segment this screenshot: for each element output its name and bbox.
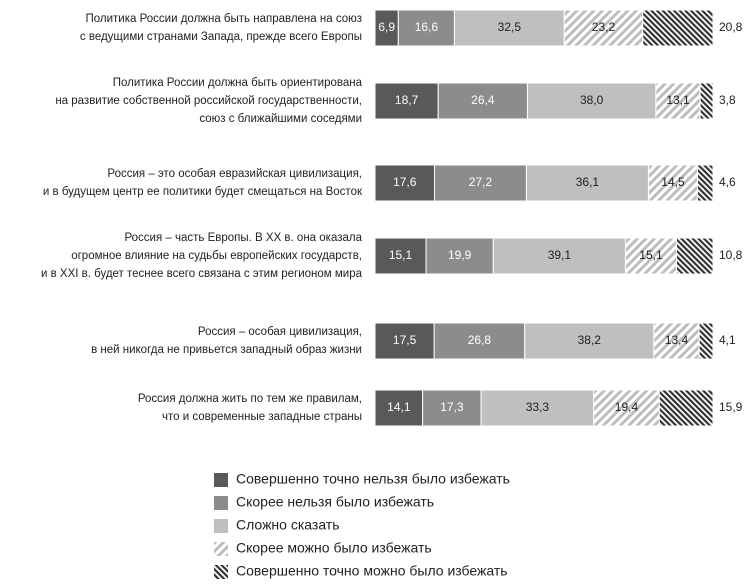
value-label: 36,1 [576,175,600,189]
legend-label: Сложно сказать [236,517,340,533]
value-label: 15,1 [639,248,663,262]
bar-segment [437,82,528,120]
category-label: Россия – особая цивилизация, [198,326,362,338]
category-label: что и современные западные страны [162,411,362,423]
value-label: 17,6 [393,175,417,189]
bar-segment [374,237,427,275]
category-label: с ведущими странами Запада, прежде всего… [80,31,362,43]
bar-segment [525,164,649,202]
value-label: 26,8 [468,333,492,347]
value-label: 33,3 [526,400,550,414]
value-label: 38,2 [578,333,602,347]
bar-segment [433,164,527,202]
bar-segment [647,164,698,202]
bar-segment [433,322,526,360]
value-label: 26,4 [471,93,495,107]
bar-segment [675,237,714,275]
value-label: 4,6 [719,175,736,189]
value-label: 14,1 [387,400,411,414]
category-label: союз с ближайшими соседями [199,113,362,125]
bar-segment [422,389,482,427]
value-label: 13,1 [666,93,690,107]
category-label: Политика России должна быть ориентирован… [113,77,363,89]
legend-swatch [214,473,228,487]
value-label: 17,5 [393,333,417,347]
bar-segment [374,164,435,202]
category-label: Россия – это особая евразийская цивилиза… [107,168,362,180]
legend-swatch [214,496,228,510]
category-label: Россия – часть Европы. В XX в. она оказа… [124,232,362,244]
bar-segment [642,9,714,47]
legend-swatch [214,565,228,579]
value-label: 3,8 [719,93,736,107]
bar-segment [480,389,595,427]
bar-segment [524,322,655,360]
category-label: Политика России должна быть направлена н… [86,13,363,25]
legend-label: Совершенно точно нельзя было избежать [236,471,510,487]
value-label: 4,1 [719,333,736,347]
category-label: и в XXI в. будет теснее всего связана с … [41,268,363,280]
value-label: 27,2 [469,175,493,189]
legend-label: Скорее нельзя было избежать [236,494,434,510]
bar-segment [653,322,700,360]
value-label: 17,3 [440,400,464,414]
bar-segment [374,322,435,360]
legend-swatch [214,542,228,556]
legend-label: Скорее можно было избежать [236,540,432,556]
bar-segment [696,164,714,202]
value-label: 18,7 [395,93,419,107]
bar-segment [624,237,677,275]
category-label: и в будущем центр ее политики будет смещ… [43,186,363,198]
value-label: 10,8 [719,248,743,262]
value-label: 16,6 [415,20,439,34]
category-label: в ней никогда не привьется западный обра… [91,344,362,356]
value-label: 19,9 [448,248,472,262]
value-label: 13,4 [665,333,689,347]
value-label: 20,8 [719,20,743,34]
bar-segment [563,9,644,47]
bar-segment [593,389,660,427]
value-label: 23,2 [592,20,616,34]
value-label: 32,5 [498,20,522,34]
bar-segment [699,82,714,120]
bar-segment [492,237,626,275]
value-label: 15,1 [389,248,413,262]
legend-swatch [214,519,228,533]
category-label: на развитие собственной российской госуд… [55,95,362,107]
bar-segment [425,237,494,275]
value-label: 6,9 [378,20,395,34]
legend-label: Совершенно точно можно было избежать [236,563,508,579]
category-label: огромное влияние на судьбы европейских г… [71,250,362,262]
value-label: 14,5 [661,175,685,189]
bar-segment [658,389,714,427]
bar-segment [526,82,657,120]
bar-segment [453,9,565,47]
category-label: Россия должна жить по тем же правилам, [138,393,362,405]
value-label: 39,1 [548,248,572,262]
value-label: 15,9 [719,400,743,414]
bar-segment [374,82,439,120]
value-label: 38,0 [580,93,604,107]
value-label: 19,4 [615,400,639,414]
bar-segment [698,322,714,360]
bar-segment [397,9,455,47]
